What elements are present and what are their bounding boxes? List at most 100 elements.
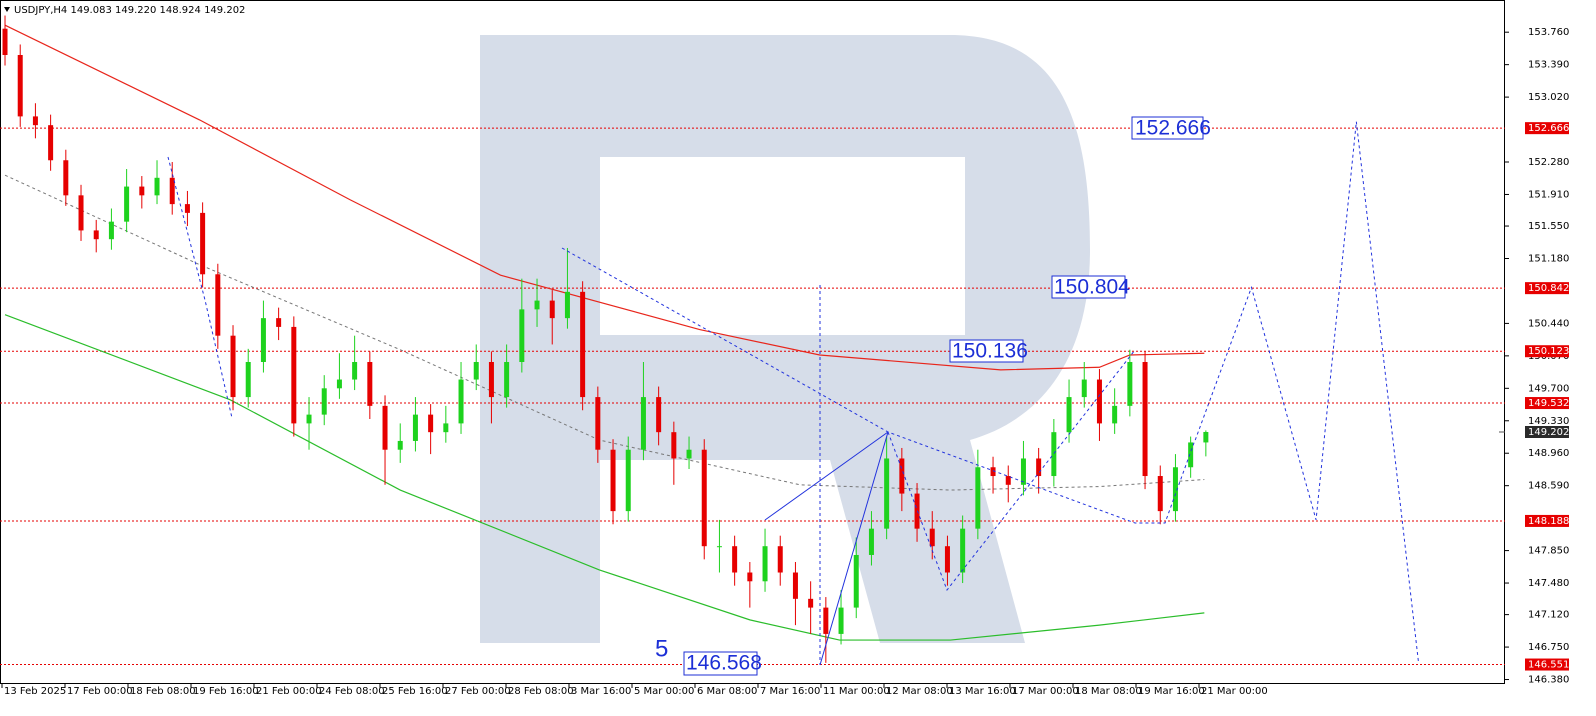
candle-body: [732, 546, 738, 573]
level-label-box: [1525, 122, 1569, 135]
candle-body: [595, 397, 601, 450]
y-tick-label: 146.750: [1528, 642, 1569, 653]
candle-body: [1127, 361, 1133, 406]
level-label: 146.551: [1528, 660, 1569, 671]
candle-body: [245, 361, 251, 398]
candle-body: [519, 309, 525, 362]
wave-lines: [167, 156, 1196, 666]
x-tick-label: 17 Feb 00:00: [67, 686, 133, 697]
candle-body: [412, 414, 418, 441]
indicator-line: [4, 24, 1205, 371]
candle-body: [1005, 476, 1011, 485]
candle-body: [580, 291, 586, 398]
level-label-box: [1525, 345, 1569, 358]
candle-body: [640, 397, 646, 450]
candle-body: [93, 230, 99, 240]
candle-body: [336, 379, 342, 389]
candle-body: [929, 528, 935, 547]
candle-body: [108, 221, 114, 240]
y-tick-label: 149.330: [1528, 416, 1569, 427]
x-tick-label: 28 Feb 08:00: [508, 686, 574, 697]
current-price-label: 149.202: [1528, 427, 1569, 438]
candle-body: [321, 388, 327, 415]
candle-body: [975, 467, 981, 529]
wave-line: [167, 156, 233, 419]
candle-body: [716, 546, 722, 548]
candle-body: [808, 598, 814, 608]
level-label: 152.666: [1528, 123, 1569, 134]
candle-body: [260, 318, 266, 362]
candle-body: [884, 458, 890, 529]
candle-body: [534, 300, 540, 310]
candle-body: [473, 361, 479, 380]
level-label-box: [1525, 658, 1569, 671]
x-tick-label: 27 Feb 00:00: [445, 686, 511, 697]
candle-body: [1020, 458, 1026, 485]
level-label-box: [1525, 282, 1569, 295]
y-tick-label: 151.180: [1528, 253, 1569, 264]
candle-body: [990, 467, 996, 477]
level-label: 150.842: [1528, 283, 1569, 294]
annotation-box: [1051, 275, 1126, 299]
y-tick-label: 152.280: [1528, 157, 1569, 168]
indicator-line: [4, 314, 1205, 641]
x-tick-label: 12 Mar 08:00: [886, 686, 953, 697]
y-tick-label: 147.120: [1528, 610, 1569, 621]
annotation-box: [1131, 116, 1204, 140]
x-tick-label: 21 Feb 00:00: [256, 686, 322, 697]
y-tick-label: 151.550: [1528, 221, 1569, 232]
candle-body: [762, 546, 768, 582]
y-tick-label: 153.760: [1528, 27, 1569, 38]
candle-body: [656, 397, 662, 433]
candle-body: [291, 326, 297, 424]
candle-body: [1188, 442, 1194, 468]
candle-body: [169, 177, 175, 205]
x-tick-label: 6 Mar 08:00: [697, 686, 757, 697]
header: USDJPY,H4 149.083 149.220 148.924 149.20…: [14, 5, 245, 16]
level-label: 149.532: [1528, 398, 1569, 409]
wave-line: [887, 349, 1136, 592]
level-label: 148.188: [1528, 516, 1569, 527]
level-label-box: [1525, 514, 1569, 527]
candle-body: [1157, 476, 1163, 512]
candle-body: [899, 458, 905, 494]
candle-body: [823, 607, 829, 634]
annotation: 146.568: [686, 652, 762, 675]
candle-body: [853, 554, 859, 608]
annotation: 150.804: [1054, 276, 1130, 299]
candle-body: [1142, 361, 1148, 477]
x-tick-label: 19 Mar 16:00: [1138, 686, 1205, 697]
x-tick-label: 18 Feb 08:00: [130, 686, 196, 697]
menu-arrow[interactable]: [4, 7, 10, 12]
candle-body: [32, 116, 38, 126]
y-tick-label: 147.850: [1528, 546, 1569, 557]
candle-body: [792, 572, 798, 599]
x-tick-label: 11 Mar 00:00: [823, 686, 890, 697]
candle-body: [1066, 397, 1072, 433]
candle-body: [382, 405, 388, 450]
candle-body: [701, 449, 707, 547]
x-tick-label: 5 Mar 00:00: [634, 686, 694, 697]
candle-body: [1096, 379, 1102, 424]
candle-body: [1203, 431, 1209, 443]
candle-body: [428, 414, 434, 433]
plot-border: [0, 0, 1505, 684]
candle-body: [2, 28, 8, 55]
candle-body: [63, 160, 69, 196]
candle-body: [747, 572, 753, 582]
x-tick-label: 13 Feb 2025: [4, 686, 66, 697]
y-tick-label: 149.700: [1528, 383, 1569, 394]
candle-body: [124, 186, 130, 222]
annotation: 5: [655, 635, 668, 662]
y-tick-label: 153.020: [1528, 92, 1569, 103]
candle-body: [504, 361, 510, 398]
candle-body: [276, 318, 282, 327]
x-tick-label: 17 Mar 00:00: [1012, 686, 1079, 697]
candle-body: [1112, 405, 1118, 424]
candle-body: [671, 432, 677, 459]
candle-body: [1172, 467, 1178, 512]
wave-line: [561, 247, 1196, 524]
candle-body: [610, 449, 616, 512]
candle-body: [488, 361, 494, 398]
candle-body: [306, 414, 312, 424]
